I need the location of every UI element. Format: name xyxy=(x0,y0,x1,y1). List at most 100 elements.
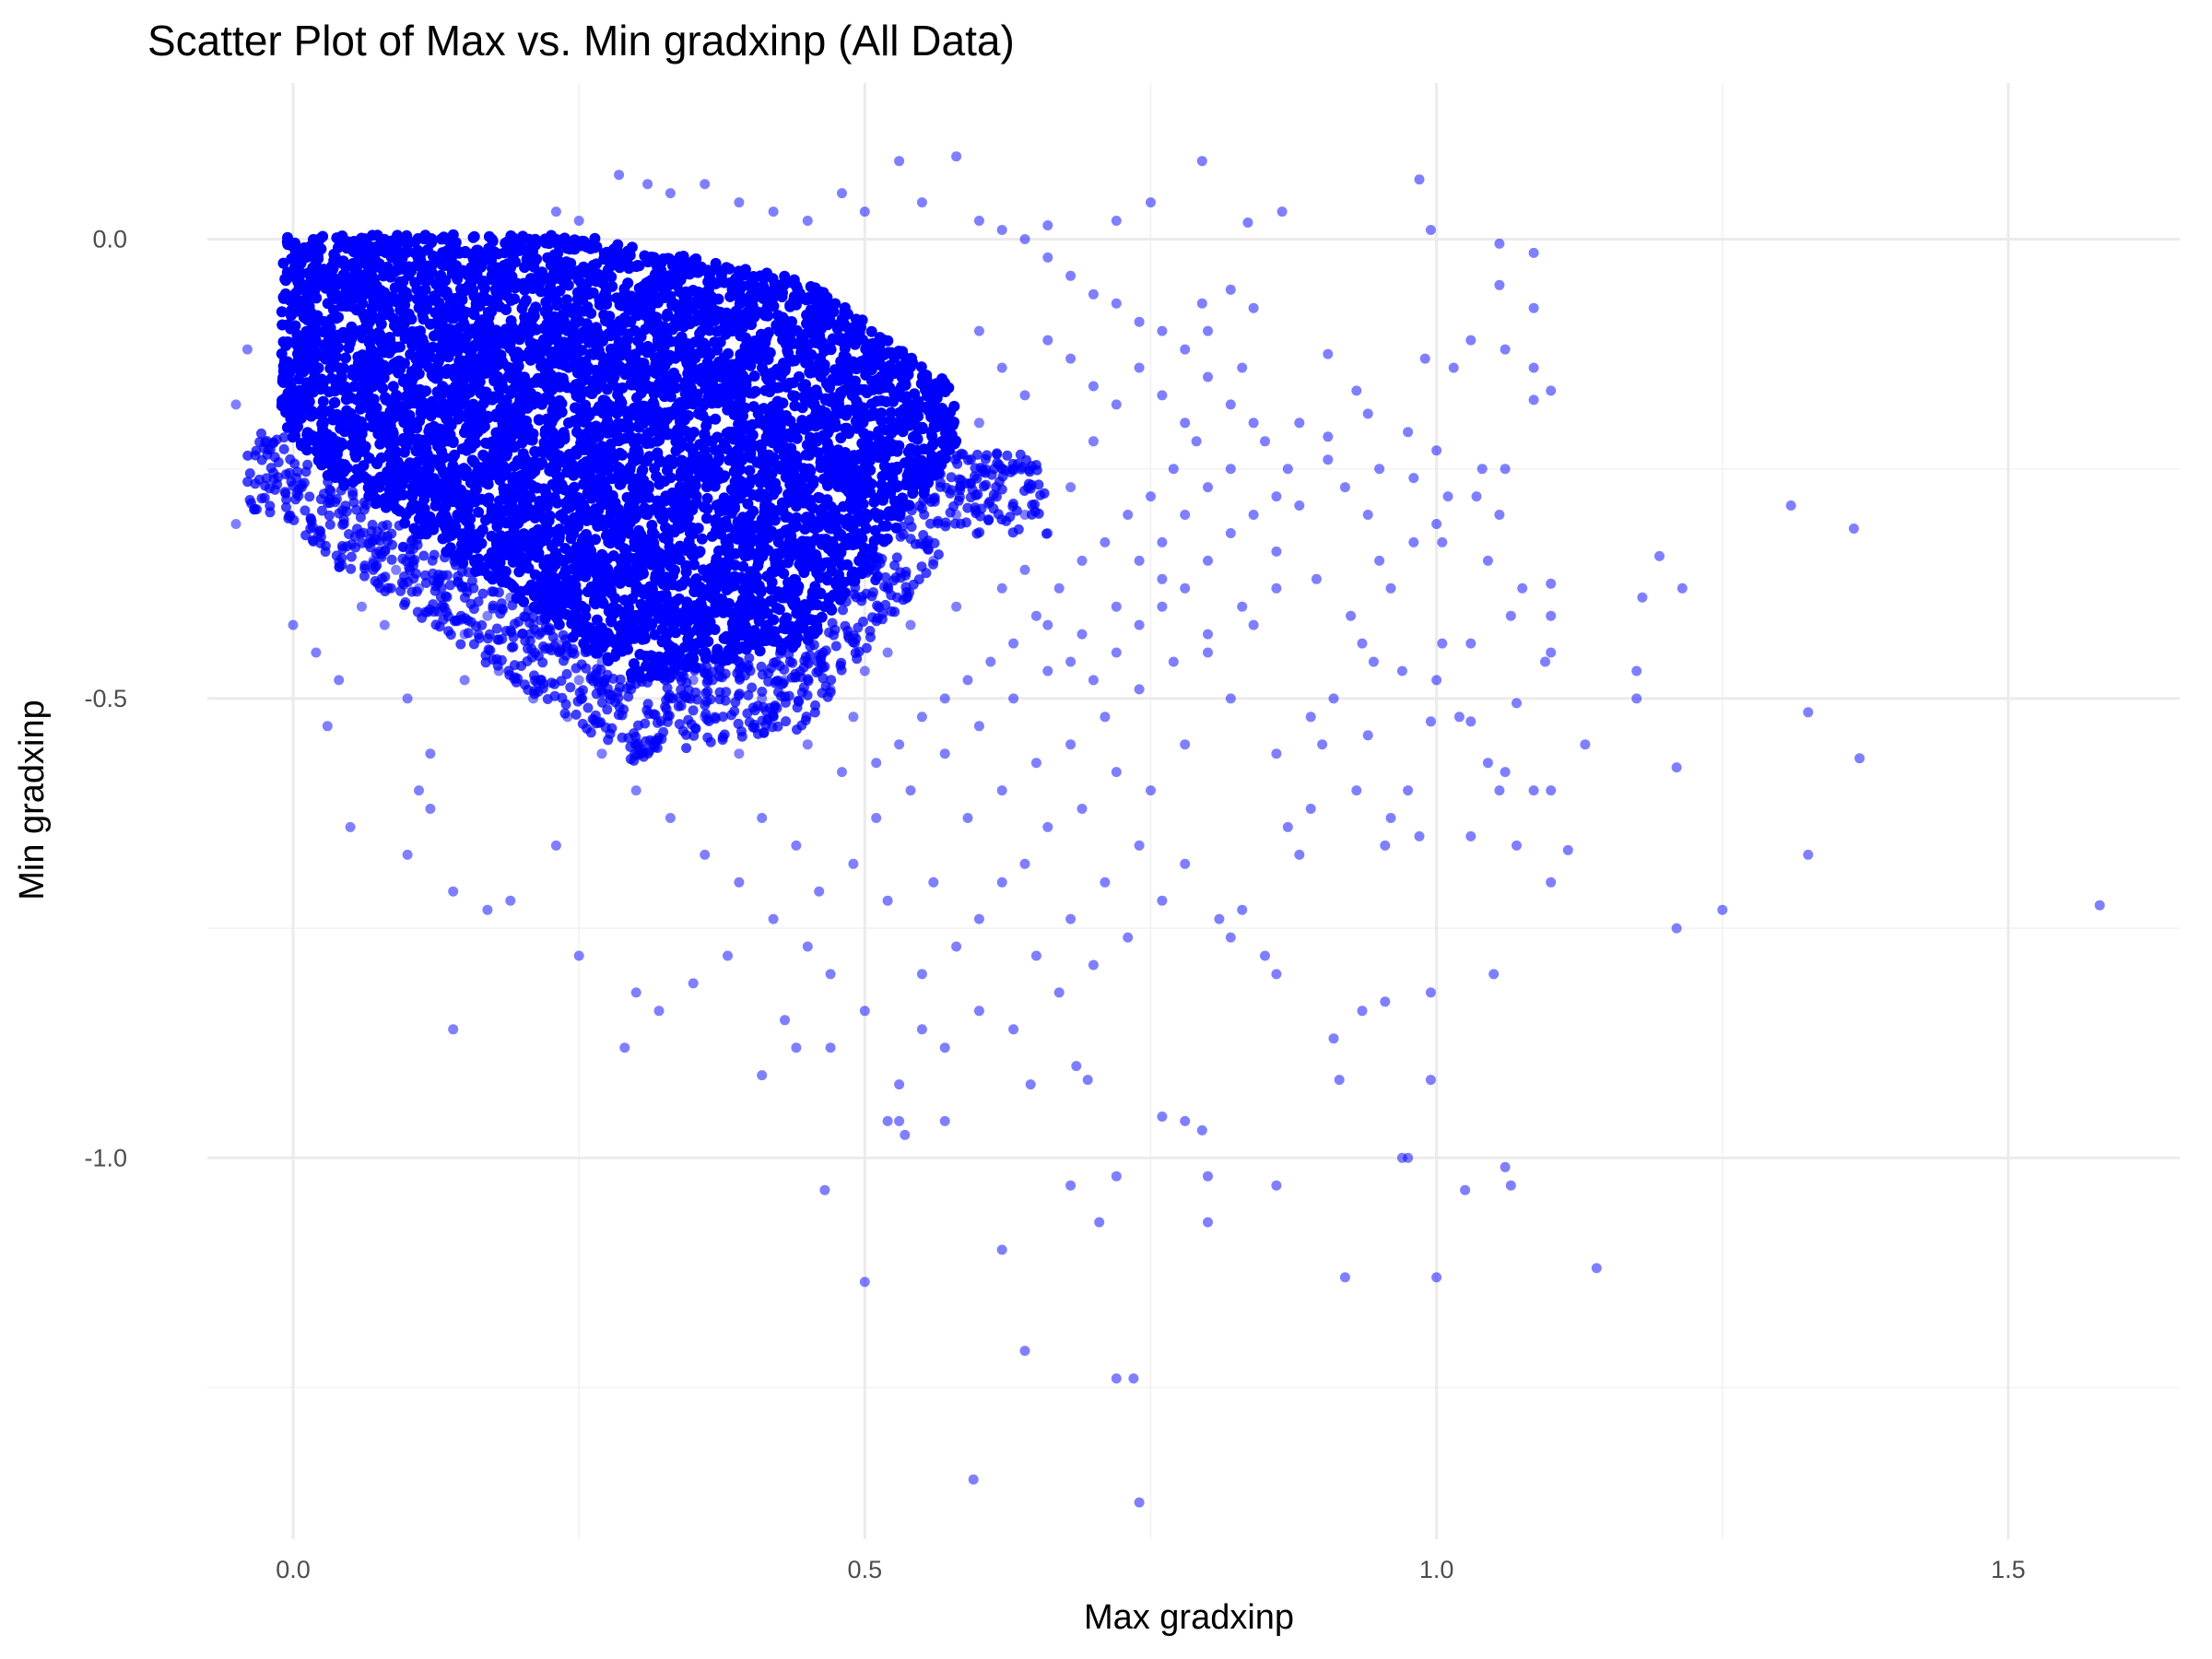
data-point xyxy=(566,618,578,629)
data-point xyxy=(346,321,358,333)
data-point xyxy=(629,496,641,508)
data-point xyxy=(553,524,565,535)
data-point xyxy=(696,533,708,545)
data-point xyxy=(497,410,509,422)
data-point xyxy=(337,331,349,343)
data-point xyxy=(395,247,407,259)
data-point xyxy=(907,431,919,443)
data-point xyxy=(597,394,609,406)
data-point xyxy=(467,398,479,410)
data-point xyxy=(832,582,844,594)
data-point xyxy=(659,616,671,628)
data-point xyxy=(906,352,917,364)
data-point xyxy=(371,458,383,470)
data-point xyxy=(472,536,483,548)
data-point xyxy=(652,450,664,462)
data-point xyxy=(609,593,621,605)
data-point xyxy=(893,511,905,523)
data-point xyxy=(287,240,298,252)
minor-gridlines xyxy=(207,83,2180,1539)
data-point xyxy=(892,500,904,512)
data-point xyxy=(851,406,863,418)
data-point xyxy=(529,569,541,581)
data-point xyxy=(619,337,631,349)
data-point xyxy=(543,575,555,587)
data-point xyxy=(803,339,814,350)
data-point xyxy=(551,535,563,547)
data-point xyxy=(803,358,814,370)
data-point xyxy=(715,324,727,336)
data-point xyxy=(577,293,589,305)
data-point xyxy=(374,438,386,450)
data-point xyxy=(651,435,663,447)
data-point xyxy=(688,394,700,406)
data-point xyxy=(657,578,669,590)
data-point xyxy=(853,465,865,477)
data-point xyxy=(800,605,811,617)
data-point xyxy=(395,402,407,414)
data-point xyxy=(531,253,543,265)
data-point xyxy=(737,371,749,383)
data-point xyxy=(870,495,882,506)
data-point xyxy=(646,519,658,531)
data-point xyxy=(680,488,692,500)
data-point xyxy=(889,390,901,402)
data-point xyxy=(411,283,423,295)
data-point xyxy=(856,314,868,326)
data-point xyxy=(676,454,688,466)
data-point xyxy=(747,505,759,517)
data-point xyxy=(841,370,853,381)
data-point xyxy=(525,579,537,591)
data-point xyxy=(362,309,374,321)
data-point xyxy=(549,447,561,459)
data-point xyxy=(665,560,677,572)
data-point xyxy=(877,487,888,499)
data-point xyxy=(493,392,505,404)
data-point xyxy=(601,383,613,395)
data-point xyxy=(785,594,797,606)
data-point xyxy=(409,247,420,259)
data-point xyxy=(547,478,559,490)
data-point xyxy=(502,516,514,528)
data-point xyxy=(733,265,745,277)
data-point xyxy=(481,312,492,324)
data-point xyxy=(340,300,352,312)
data-point xyxy=(673,434,685,446)
data-point xyxy=(527,322,539,334)
data-point xyxy=(836,559,848,571)
data-point xyxy=(820,500,832,512)
data-point xyxy=(505,531,517,543)
data-point xyxy=(433,282,445,294)
data-point xyxy=(761,267,772,279)
data-point xyxy=(841,409,852,421)
data-point xyxy=(311,280,323,292)
data-point xyxy=(724,313,736,325)
data-point xyxy=(482,438,494,450)
data-point xyxy=(618,543,630,555)
data-point xyxy=(301,444,312,456)
data-point xyxy=(276,306,288,318)
data-point xyxy=(486,233,498,245)
data-point xyxy=(881,438,893,450)
data-point xyxy=(702,348,714,360)
data-point xyxy=(644,618,655,629)
data-point xyxy=(429,500,441,512)
data-point xyxy=(847,484,859,496)
data-point xyxy=(408,478,420,490)
data-point xyxy=(673,580,685,592)
data-point xyxy=(403,382,415,394)
data-point xyxy=(507,503,519,515)
data-point xyxy=(808,323,820,335)
data-point xyxy=(364,359,376,371)
data-point xyxy=(663,490,675,502)
data-point xyxy=(571,426,582,438)
data-point xyxy=(735,388,747,400)
data-point xyxy=(337,258,349,270)
data-point xyxy=(390,470,402,482)
data-point xyxy=(371,493,382,505)
data-point xyxy=(930,415,942,427)
data-point xyxy=(764,297,776,309)
data-point xyxy=(706,530,718,542)
data-point xyxy=(517,448,529,460)
data-point xyxy=(754,546,766,558)
